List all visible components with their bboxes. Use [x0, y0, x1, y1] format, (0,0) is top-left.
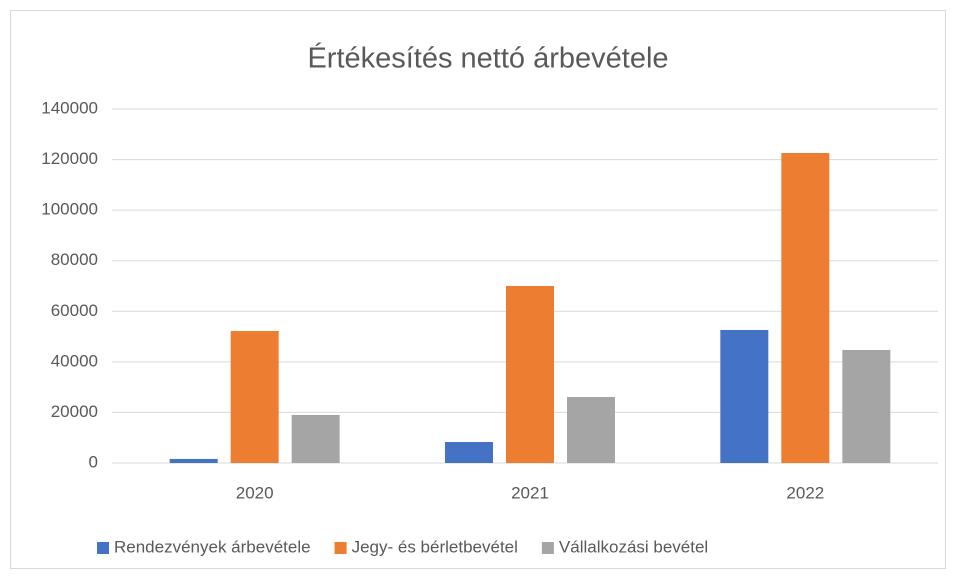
- y-tick-label: 20000: [51, 402, 98, 421]
- x-tick-label: 2022: [786, 483, 824, 502]
- legend-swatch: [97, 542, 109, 554]
- x-tick-label: 2020: [236, 483, 274, 502]
- legend-swatch: [541, 542, 554, 554]
- chart-title: Értékesítés nettó árbevétele: [307, 42, 668, 75]
- bar: [720, 329, 769, 463]
- bar: [291, 414, 340, 463]
- legend-label: Vállalkozási bevétel: [559, 537, 708, 556]
- y-tick-label: 100000: [41, 200, 98, 219]
- bar: [230, 331, 279, 463]
- bar: [506, 286, 554, 463]
- y-tick-label: 40000: [51, 351, 98, 370]
- bar: [169, 458, 218, 463]
- bar: [842, 349, 891, 463]
- y-tick-label: 140000: [41, 98, 98, 117]
- y-tick-label: 120000: [41, 149, 98, 168]
- bar: [781, 152, 830, 464]
- bar: [567, 397, 615, 463]
- y-tick-label: 0: [89, 452, 98, 471]
- bar: [445, 442, 493, 463]
- y-tick-label: 80000: [51, 250, 98, 269]
- x-tick-label: 2021: [511, 483, 549, 502]
- legend-label: Jegy- és bérletbevétel: [352, 537, 518, 556]
- y-tick-label: 60000: [51, 301, 98, 320]
- legend-label: Rendezvények árbevétele: [114, 537, 311, 556]
- legend-swatch: [334, 542, 347, 554]
